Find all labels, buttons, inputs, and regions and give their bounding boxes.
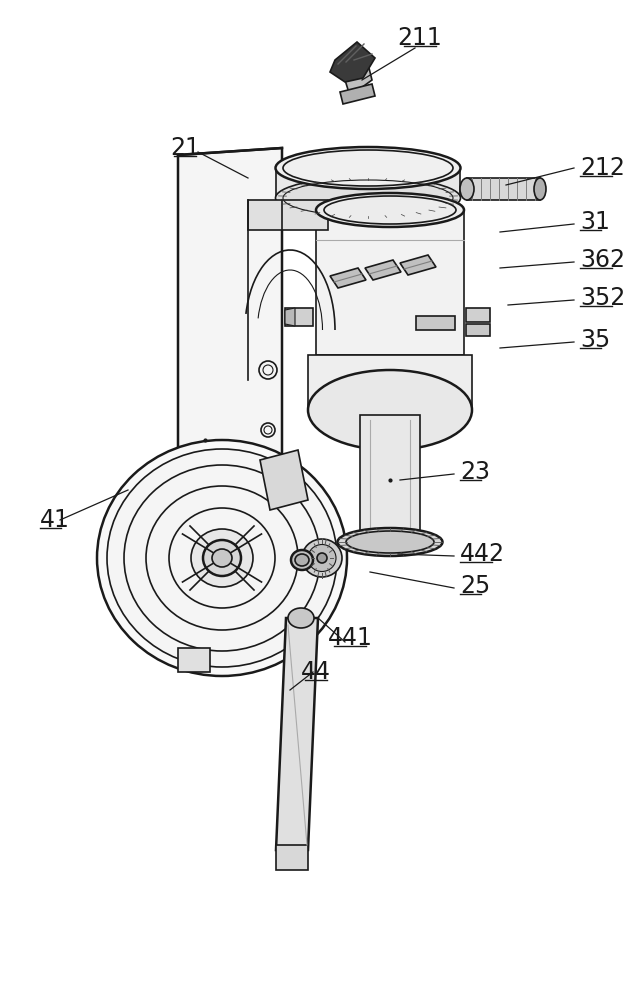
Ellipse shape [295,554,309,566]
Text: 212: 212 [580,156,625,180]
Polygon shape [178,148,282,578]
Text: 21: 21 [170,136,200,160]
Ellipse shape [276,177,460,219]
Polygon shape [330,268,366,288]
Ellipse shape [97,440,347,676]
Ellipse shape [317,553,327,563]
Ellipse shape [212,549,232,567]
Text: 44: 44 [301,660,331,684]
Polygon shape [330,42,375,82]
Text: 35: 35 [580,328,610,352]
Ellipse shape [308,370,472,450]
Text: 352: 352 [580,286,625,310]
Polygon shape [466,308,490,322]
Polygon shape [467,178,540,200]
Polygon shape [308,355,472,410]
Ellipse shape [346,531,434,553]
Text: 442: 442 [460,542,505,566]
Ellipse shape [316,193,464,227]
Polygon shape [416,316,455,330]
Ellipse shape [534,178,546,200]
Polygon shape [285,308,313,326]
Polygon shape [178,648,210,672]
Polygon shape [466,324,490,336]
Polygon shape [260,450,308,510]
Polygon shape [340,84,375,104]
Ellipse shape [191,529,253,587]
Ellipse shape [302,539,342,577]
Ellipse shape [308,544,336,572]
Text: 25: 25 [460,574,490,598]
Ellipse shape [107,449,337,667]
Text: 211: 211 [398,26,442,50]
Ellipse shape [203,540,241,576]
Polygon shape [248,200,328,230]
Polygon shape [345,64,372,96]
Text: 362: 362 [580,248,625,272]
Ellipse shape [291,550,313,570]
Text: 441: 441 [328,626,372,650]
Ellipse shape [460,178,474,200]
Text: 41: 41 [40,508,70,532]
Polygon shape [276,168,460,198]
Ellipse shape [276,147,460,189]
Polygon shape [285,308,295,326]
Ellipse shape [288,608,314,628]
Text: 23: 23 [460,460,490,484]
Polygon shape [276,618,318,850]
Polygon shape [276,845,308,870]
Polygon shape [360,415,420,545]
Ellipse shape [337,528,443,556]
Text: 31: 31 [580,210,610,234]
Polygon shape [365,260,401,280]
Polygon shape [400,255,436,275]
Polygon shape [316,210,464,355]
